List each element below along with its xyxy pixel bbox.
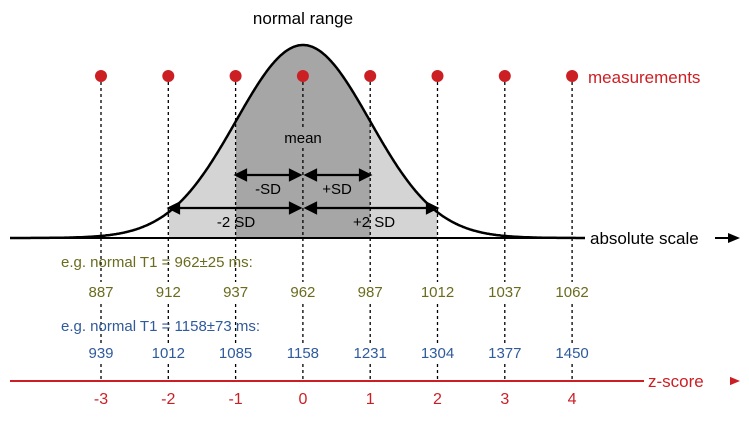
- example2-label: e.g. normal T1 = 1158±73 ms:: [61, 318, 260, 335]
- example2-value: 1377: [488, 345, 521, 362]
- zscore-arrowhead: [728, 376, 740, 386]
- zscore-value: 0: [298, 391, 307, 408]
- minus-2sd-arrow-head: [288, 201, 303, 215]
- measurement-dot: [566, 70, 579, 82]
- mean-label: mean: [284, 130, 322, 147]
- minus-sd-arrow-head: [233, 168, 248, 182]
- example1-value: 1012: [421, 284, 454, 301]
- example2-value: 1085: [219, 345, 252, 362]
- sd-plus-label: +SD: [322, 181, 352, 198]
- measurement-dot: [498, 70, 511, 82]
- example2-value: 1450: [555, 345, 588, 362]
- example1-value: 1062: [555, 284, 588, 301]
- example1-value: 962: [290, 284, 315, 301]
- zscore-value: 4: [568, 391, 577, 408]
- example2-value: 1012: [152, 345, 185, 362]
- bell-curve: [10, 43, 596, 240]
- measurements-label: measurements: [588, 68, 700, 87]
- minus-2sd-arrow-head: [166, 201, 181, 215]
- zscore-value: 2: [433, 391, 442, 408]
- zscore-value: -1: [228, 391, 242, 408]
- measurement-dot: [162, 70, 175, 82]
- plus-2sd-arrow-head: [303, 201, 318, 215]
- example1-value: 987: [358, 284, 383, 301]
- example1-value: 912: [156, 284, 181, 301]
- example1-label: e.g. normal T1 = 962±25 ms:: [61, 254, 253, 271]
- minus-sd-arrow-head: [288, 168, 303, 182]
- absolute-scale-label: absolute scale: [590, 229, 699, 248]
- sd2-plus-label: +2 SD: [353, 214, 395, 231]
- example1-value: 937: [223, 284, 248, 301]
- absolute-scale-arrowhead: [728, 233, 740, 243]
- example2-value: 1304: [421, 345, 454, 362]
- sd-arrows: [166, 168, 440, 215]
- sd2-minus-label: -2 SD: [217, 214, 256, 231]
- zscore-label: z-score: [648, 372, 704, 391]
- zscore-value: -3: [94, 391, 108, 408]
- example2-value: 939: [88, 345, 113, 362]
- measurement-dot: [364, 70, 377, 82]
- example1-value: 1037: [488, 284, 521, 301]
- plus-2sd-arrow-head: [425, 201, 440, 215]
- plus-sd-arrow-head: [303, 168, 318, 182]
- measurement-dot: [229, 70, 242, 82]
- measurement-dot: [95, 70, 107, 82]
- sd-minus-label: -SD: [255, 181, 281, 198]
- title: normal range: [253, 9, 353, 28]
- zscore-value: 3: [500, 391, 509, 408]
- example2-value: 1231: [354, 345, 387, 362]
- example1-value: 887: [88, 284, 113, 301]
- zscore-value: -2: [161, 391, 175, 408]
- zscore-value: 1: [366, 391, 375, 408]
- plus-sd-arrow-head: [358, 168, 373, 182]
- measurement-dot: [431, 70, 444, 82]
- example2-value: 1158: [287, 345, 319, 362]
- measurement-dot: [296, 70, 309, 82]
